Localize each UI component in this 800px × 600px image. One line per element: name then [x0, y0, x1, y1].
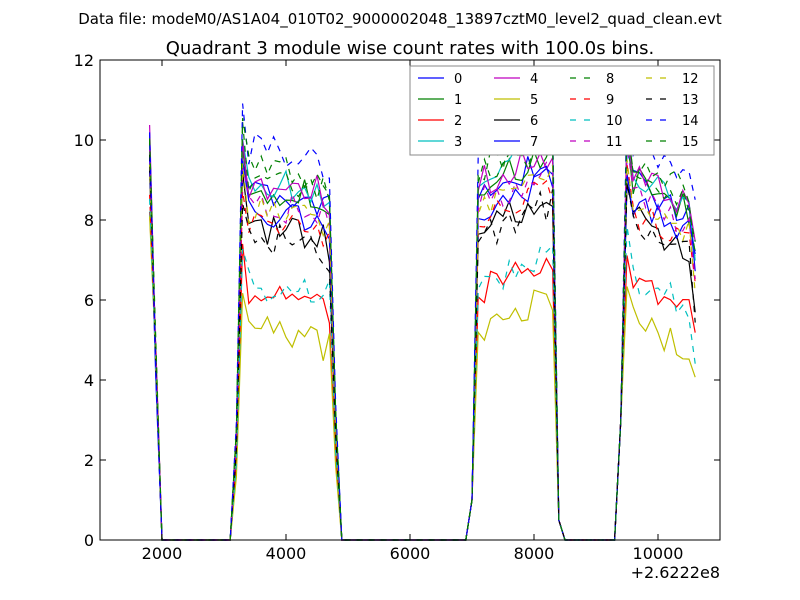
x-tick-label: 8000 [514, 544, 555, 563]
y-tick-label: 12 [74, 51, 94, 70]
series-line-2 [149, 211, 696, 541]
series-line-15 [149, 118, 696, 541]
x-tick-label: 6000 [390, 544, 431, 563]
legend-label-10: 10 [606, 114, 623, 129]
legend-label-12: 12 [682, 72, 699, 87]
series-line-7 [149, 159, 696, 541]
legend-label-2: 2 [454, 114, 462, 129]
series-line-6 [149, 170, 696, 541]
series-line-4 [149, 124, 696, 541]
x-tick-label: 2000 [142, 544, 183, 563]
series-line-9 [149, 164, 696, 541]
legend-label-0: 0 [454, 72, 462, 87]
legend-frame [409, 65, 715, 156]
x-axis: 2000 4000 6000 8000 10000 [142, 60, 684, 563]
series-line-14 [149, 97, 696, 541]
series-line-8 [149, 121, 696, 541]
legend-label-14: 14 [682, 114, 699, 129]
x-offset-label: +2.6222e8 [631, 563, 720, 582]
y-tick-label: 4 [84, 371, 94, 390]
legend-label-11: 11 [606, 135, 623, 150]
series-line-1 [149, 132, 696, 541]
legend-label-6: 6 [530, 114, 538, 129]
legend-label-3: 3 [454, 135, 462, 150]
plot-area [149, 97, 696, 541]
y-tick-label: 10 [74, 131, 94, 150]
x-tick-label: 4000 [266, 544, 307, 563]
series-line-5 [149, 215, 696, 541]
legend-label-9: 9 [606, 93, 614, 108]
legend-label-8: 8 [606, 72, 614, 87]
y-tick-label: 2 [84, 451, 94, 470]
series-line-10 [149, 198, 696, 541]
legend-label-13: 13 [682, 93, 699, 108]
y-tick-label: 6 [84, 291, 94, 310]
series-line-13 [149, 154, 696, 541]
y-tick-label: 0 [84, 531, 94, 550]
legend-label-15: 15 [682, 135, 699, 150]
series-line-11 [149, 146, 696, 541]
legend-label-7: 7 [530, 135, 538, 150]
series-line-3 [149, 134, 696, 541]
y-tick-label: 8 [84, 211, 94, 230]
legend-label-5: 5 [530, 93, 538, 108]
series-line-0 [149, 134, 696, 541]
legend-label-4: 4 [530, 72, 538, 87]
chart-title: Quadrant 3 module wise count rates with … [166, 38, 655, 59]
legend-label-1: 1 [454, 93, 462, 108]
x-tick-label: 10000 [633, 544, 684, 563]
suptitle: Data file: modeM0/AS1A04_010T02_90000020… [78, 10, 722, 29]
series-line-12 [149, 159, 696, 541]
